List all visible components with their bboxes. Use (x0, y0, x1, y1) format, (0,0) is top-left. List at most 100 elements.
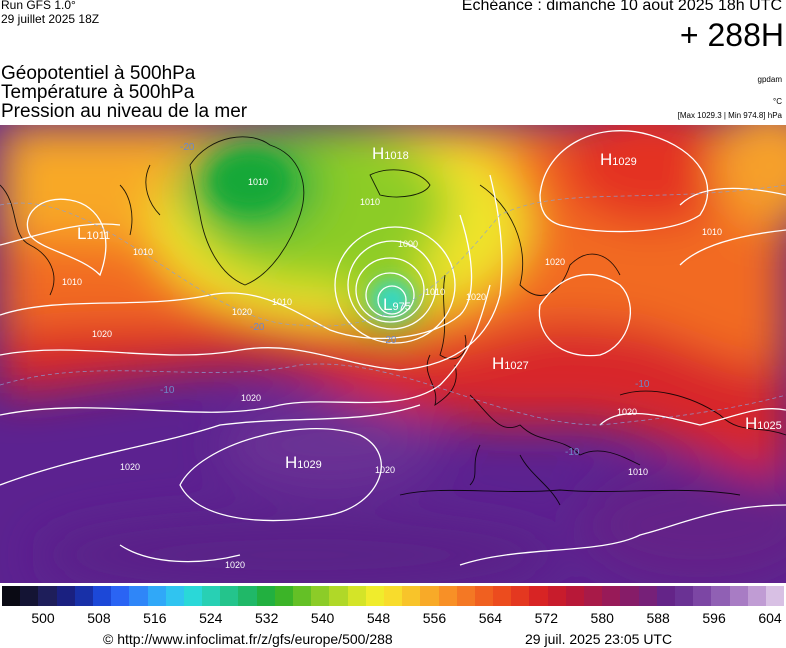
isobar-label: 1020 (120, 462, 140, 472)
colorbar-swatch (20, 586, 39, 606)
colorbar-tick-label: 572 (534, 610, 558, 626)
colorbar-swatch (347, 586, 366, 606)
colorbar-swatch (456, 586, 475, 606)
colorbar-swatch (638, 586, 657, 606)
isobar-label: 1020 (375, 465, 395, 475)
colorbar-swatch (220, 586, 239, 606)
colorbar-swatch (38, 586, 57, 606)
colorbar-swatch (165, 586, 184, 606)
colorbar-swatch (656, 586, 675, 606)
colorbar-swatch (365, 586, 384, 606)
colorbar-swatch (311, 586, 330, 606)
colorbar-swatch (438, 586, 457, 606)
isobar-label: 1020 (545, 257, 565, 267)
colorbar-tick-label: 548 (366, 610, 391, 626)
temperature-label: -20 (250, 322, 265, 333)
coastlines (0, 136, 786, 506)
colorbar-tick-label: 532 (255, 610, 279, 626)
isobar-label: 1020 (225, 560, 245, 570)
colorbar-swatch (402, 586, 421, 606)
colorbar-swatch (602, 586, 621, 606)
colorbar-tick-label: 516 (143, 610, 167, 626)
colorbar-swatch (274, 586, 293, 606)
isobar-labels: 1010 1010 1010 1010 1000 1010 1020 1010 … (62, 177, 722, 570)
isobar-label: 1020 (241, 393, 261, 403)
colorbar-swatch (529, 586, 548, 606)
colorbar-tick-label: 540 (310, 610, 335, 626)
temperature-label: -10 (160, 385, 175, 396)
unit-temperature: °C (773, 97, 782, 106)
colorbar-swatch (256, 586, 275, 606)
colorbar-swatch (383, 586, 403, 606)
colorbar-swatch (420, 586, 439, 606)
colorbar-swatch (565, 586, 584, 606)
valid-time: Echéance : dimanche 10 aout 2025 18h UTC (461, 0, 782, 14)
colorbar-swatch (74, 586, 93, 606)
colorbar-tick-label: 588 (646, 610, 670, 626)
colorbar-swatch (511, 586, 530, 606)
pressure-centers: L1011 H1018 H1029 L975 H1027 H1029 H1025 (77, 144, 782, 472)
colorbar-swatch (674, 586, 694, 606)
colorbar-swatch (693, 586, 712, 606)
isobar-label: 1020 (617, 407, 637, 417)
colorbar-swatch (293, 586, 312, 606)
lead-time: + 288H (679, 17, 784, 53)
colorbar-swatch (202, 586, 221, 606)
colorbar-swatch (238, 586, 257, 606)
isobar-label: 1010 (360, 197, 380, 207)
generation-time: 29 juil. 2025 23:05 UTC (525, 631, 673, 647)
isobar-label: 1010 (248, 177, 268, 187)
colorbar-swatch (92, 586, 112, 606)
colorbar-swatch (747, 586, 766, 606)
colorbar-swatch (111, 586, 130, 606)
title-pressure: Pression au niveau de la mer (1, 101, 248, 122)
cold-core (370, 280, 414, 320)
isobar-label: 1010 (133, 247, 153, 257)
colorbar-swatch (474, 586, 494, 606)
colorbar-tick-label: 500 (31, 610, 55, 626)
colorbar-swatch (493, 586, 512, 606)
temperature-isotherms (0, 184, 786, 426)
title-temperature: Température à 500hPa (1, 82, 195, 103)
colorbar-tick-label: 564 (478, 610, 503, 626)
colorbar-tick-label: 596 (702, 610, 726, 626)
colorbar-swatch (765, 586, 785, 606)
run-model: Run GFS 1.0° (1, 0, 76, 12)
colorbar-swatch (729, 586, 748, 606)
colorbar-tick-label: 556 (422, 610, 447, 626)
isobar-label: 1010 (272, 297, 292, 307)
colorbar (2, 586, 785, 606)
isobar-label: 1010 (628, 467, 648, 477)
colorbar-tick-label: 580 (590, 610, 614, 626)
isobar-label: 1010 (702, 227, 722, 237)
colorbar-ticks: 500 508 516 524 532 540 548 556 564 572 580 588 596 6… (0, 610, 786, 628)
colorbar-swatch (183, 586, 203, 606)
isobar-label: 1010 (62, 277, 82, 287)
weather-map: L1011 H1018 H1029 L975 H1027 H1029 H1025… (0, 125, 786, 583)
isobar-label: 1000 (398, 239, 418, 249)
temperature-label: -20 (382, 335, 397, 346)
colorbar-swatch (129, 586, 148, 606)
isobar-label: 1020 (232, 307, 252, 317)
colorbar-swatch (547, 586, 566, 606)
isobar-label: 1010 (425, 287, 445, 297)
pressure-range: [Max 1029.3 | Min 974.8] hPa (677, 111, 782, 120)
colorbar-tick-label: 524 (199, 610, 223, 626)
colorbar-swatch (584, 586, 603, 606)
title-geopotential: Géopotentiel à 500hPa (1, 63, 196, 84)
isobar-label: 1020 (92, 329, 112, 339)
colorbar-swatch (147, 586, 166, 606)
colorbar-tick-label: 604 (758, 610, 782, 626)
colorbar-tick-label: 508 (87, 610, 111, 626)
run-date: 29 juillet 2025 18Z (1, 12, 100, 26)
colorbar-swatch (56, 586, 75, 606)
temperature-label: -20 (180, 142, 195, 153)
credit-url: © http://www.infoclimat.fr/z/gfs/europe/… (103, 631, 393, 647)
unit-geopotential: gpdam (757, 75, 782, 84)
colorbar-swatch (2, 586, 21, 606)
isobar-label: 1020 (466, 292, 486, 302)
colorbar-swatch (329, 586, 348, 606)
temperature-label: -10 (635, 379, 650, 390)
colorbar-swatch (711, 586, 730, 606)
temperature-label: -10 (565, 447, 580, 458)
